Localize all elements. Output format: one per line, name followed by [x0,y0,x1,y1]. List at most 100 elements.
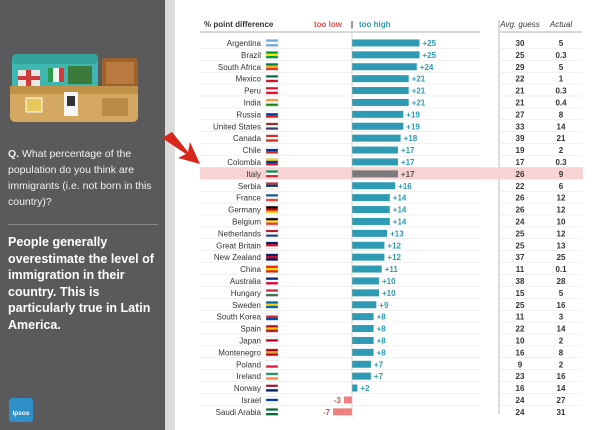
avg-guess-value: 39 [516,134,525,143]
country-label: Sweden [232,301,261,310]
actual-value: 1 [559,75,564,84]
flag-icon [265,265,279,273]
header-too-low: too low [314,20,343,29]
flag-icon [265,372,279,380]
chart-row: Montenegro +8 16 8 [200,348,582,359]
chart-row: Israel -3 24 27 [200,396,582,406]
bar [352,229,388,237]
bar [352,122,404,130]
bar [333,408,352,416]
avg-guess-value: 27 [516,110,525,119]
flag-icon [265,336,279,345]
flag-icon [265,301,279,309]
key-finding: People generally overestimate the level … [8,235,154,332]
chart-row: Serbia +16 22 6 [200,182,582,192]
chart-row: Canada +18 39 21 [200,134,582,144]
actual-value: 21 [557,134,566,143]
avg-guess-value: 23 [516,372,525,381]
actual-value: 16 [557,372,566,381]
bar [352,360,371,368]
flag-icon [265,277,279,285]
country-label: Ireland [237,372,261,381]
avg-guess-value: 19 [516,146,525,155]
country-label: Israel [241,396,261,405]
avg-guess-value: 16 [516,348,525,357]
chart-row: Norway +2 16 14 [200,384,582,394]
actual-value: 27 [557,396,566,405]
ipsos-logo: Ipsos [9,398,33,422]
actual-value: 6 [559,182,564,191]
country-label: Spain [241,325,261,334]
chart-row: Peru +21 21 0.3 [200,86,582,97]
bar-value-label: +19 [406,110,420,119]
flag-icon [265,39,279,47]
chart-row: Netherlands +13 25 12 [200,229,582,240]
country-label: Montenegro [218,348,261,357]
chart-row: South Korea +8 11 3 [200,313,582,323]
country-label: New Zealand [214,253,261,262]
bar-value-label: +18 [404,134,418,143]
avg-guess-value: 16 [516,384,525,393]
bar-value-label: -3 [334,396,342,405]
bar-value-label: +24 [420,63,434,72]
actual-value: 12 [557,229,566,238]
bar-value-label: -7 [323,408,331,417]
chart-row: Australia +10 38 28 [200,277,582,287]
chart-row: Colombia +17 17 0.3 [200,158,582,168]
bar [352,217,390,225]
country-label: Mexico [236,75,262,84]
bar-value-label: +2 [360,384,370,393]
bar [352,146,398,154]
bar [352,253,385,261]
chart-header: % point difference too low | too high Av… [200,20,582,33]
bar-value-label: +25 [423,39,437,48]
chart-row: Sweden +9 25 16 [200,301,582,311]
flag-icon [265,289,279,297]
country-label: Netherlands [218,229,261,238]
chart-row: United States +19 33 14 [200,122,582,132]
bar-value-label: +17 [401,170,415,179]
bar-value-label: +8 [377,325,387,334]
bar [352,313,374,321]
avg-guess-value: 10 [516,336,525,345]
actual-value: 8 [559,110,564,119]
flag-icon [265,348,279,357]
chart-row: Mexico +21 22 1 [200,75,582,85]
actual-value: 14 [557,325,566,334]
bar-value-label: +17 [401,158,415,167]
bar-value-label: +16 [398,182,412,191]
bar-value-label: +21 [412,98,426,107]
bar-value-label: +10 [382,277,396,286]
actual-value: 28 [557,277,566,286]
country-label: Germany [228,206,261,215]
bar-value-label: +12 [387,241,401,250]
flag-icon [265,229,279,238]
flag-icon [265,360,279,368]
avg-guess-value: 26 [516,206,525,215]
chart-row: Hungary +10 15 5 [200,289,582,299]
chart-row: Saudi Arabia -7 24 31 [216,408,566,417]
chart-row: India +21 21 0.4 [200,98,582,109]
chart-row: New Zealand +12 37 25 [200,253,582,263]
chart-row: Ireland +7 23 16 [200,372,582,382]
actual-value: 3 [559,313,564,322]
actual-value: 12 [557,194,566,203]
header-actual: Actual [549,20,572,29]
bar [352,348,374,356]
actual-value: 0.4 [555,98,567,107]
country-label: Italy [246,170,261,179]
bar [352,325,374,333]
flag-icon [265,193,279,202]
avg-guess-value: 25 [516,241,525,250]
chart-row: Germany +14 26 12 [200,206,582,216]
flag-icon [265,217,279,226]
bar-value-label: +8 [377,336,387,345]
red-arrow-icon [162,132,200,164]
avg-guess-value: 15 [516,289,525,298]
avg-guess-value: 37 [516,253,525,262]
divider [8,224,158,225]
bar-value-label: +13 [390,229,404,238]
country-label: Argentina [227,39,262,48]
flag-icon [265,86,279,95]
chart-row: Argentina +25 30 5 [200,39,582,49]
